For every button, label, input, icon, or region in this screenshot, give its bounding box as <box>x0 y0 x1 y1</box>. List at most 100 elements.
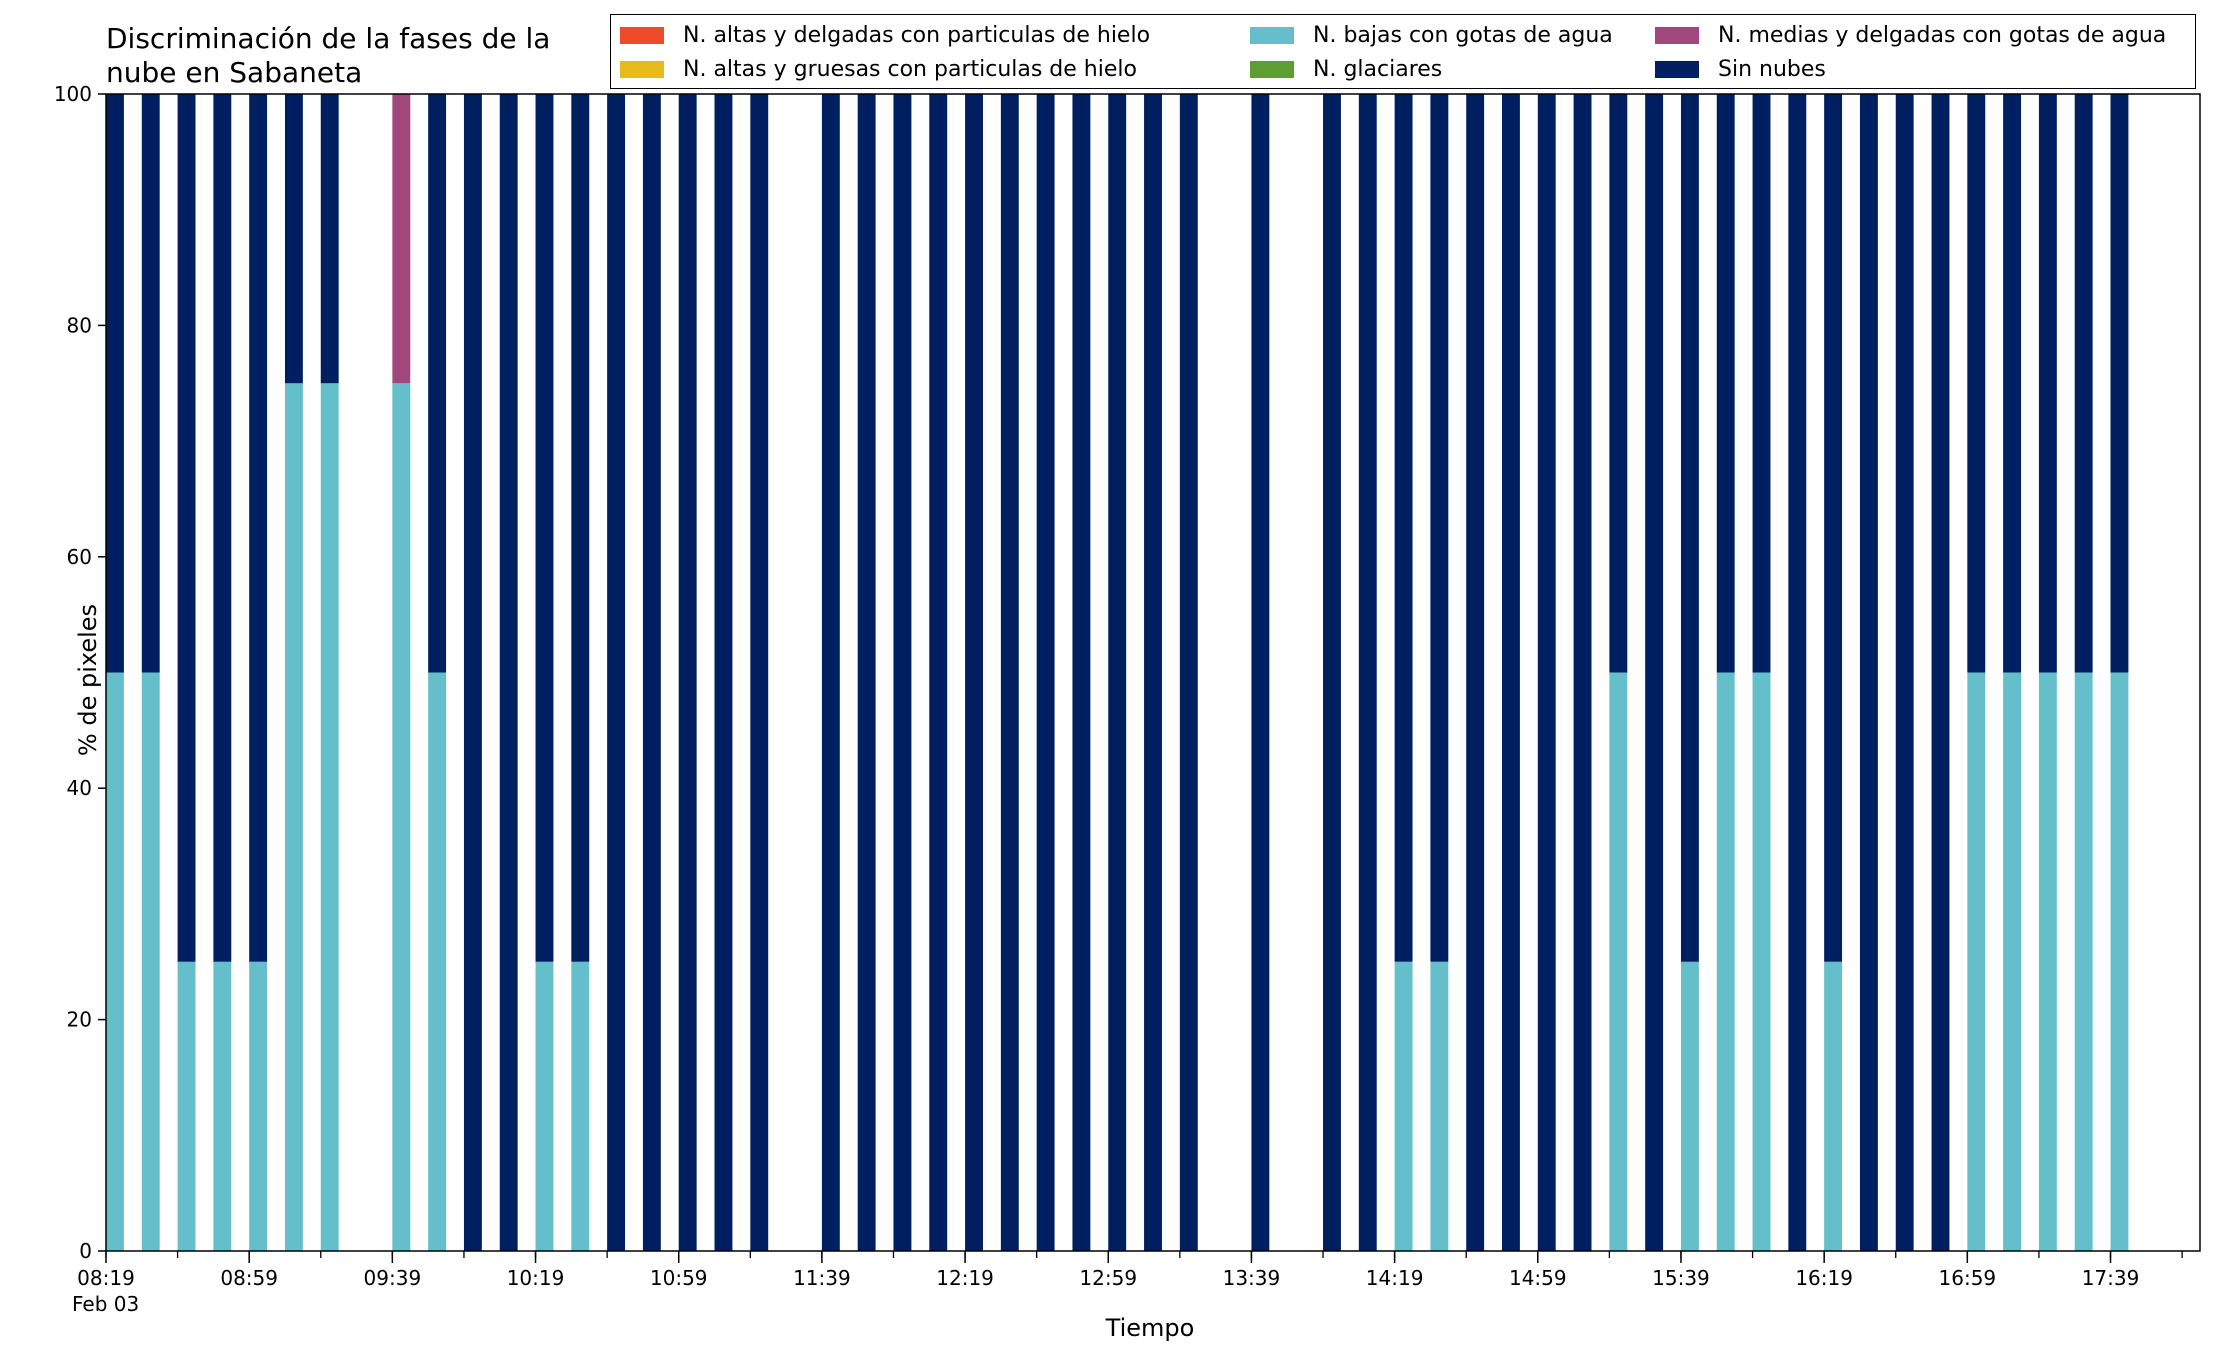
legend-item-altas-gruesas: N. altas y gruesas con particulas de hie… <box>620 55 1137 83</box>
y-tick-label-80: 80 <box>67 313 92 337</box>
bar-09:59-series-5 <box>463 94 482 1251</box>
bar-14:59-series-5 <box>1537 94 1556 1251</box>
bar-12:09-series-5 <box>929 94 948 1251</box>
bar-12:19-series-5 <box>965 94 983 1251</box>
x-tick-label-12:19: 12:19 <box>936 1266 994 1290</box>
x-tick-label-16:59: 16:59 <box>1939 1266 1997 1290</box>
bar-17:09-series-2 <box>2003 672 2022 1251</box>
bar-16:59-series-2 <box>1967 672 1986 1251</box>
bar-13:59-series-5 <box>1323 94 1341 1251</box>
bar-08:19-series-5 <box>106 94 124 673</box>
bar-09:39-series-4 <box>392 94 411 384</box>
x-tick-label-09:39: 09:39 <box>364 1266 422 1290</box>
bar-14:29-series-2 <box>1430 961 1449 1251</box>
bar-10:49-series-5 <box>642 94 661 1251</box>
bar-10:19-series-2 <box>535 961 554 1251</box>
x-tick-label-08:19: 08:19 <box>77 1266 135 1290</box>
plot-frame <box>105 93 2201 1252</box>
bar-14:19-series-2 <box>1394 961 1413 1251</box>
x-tick-label-10:59: 10:59 <box>650 1266 708 1290</box>
bar-11:19-series-5 <box>750 94 769 1251</box>
bar-16:59-series-5 <box>1967 94 1986 673</box>
legend-item-sin-nubes: Sin nubes <box>1655 55 1826 83</box>
bar-12:59-series-5 <box>1108 94 1127 1251</box>
legend-swatch-glaciares <box>1250 60 1294 78</box>
legend-swatch-altas-gruesas <box>620 60 664 78</box>
bar-15:49-series-5 <box>1716 94 1735 673</box>
x-tick-label-15:39: 15:39 <box>1652 1266 1710 1290</box>
bar-10:39-series-5 <box>607 94 626 1251</box>
bar-09:09-series-2 <box>284 383 303 1251</box>
bar-17:29-series-2 <box>2074 672 2093 1251</box>
bar-08:59-series-5 <box>249 94 268 962</box>
bar-16:19-series-5 <box>1824 94 1843 962</box>
bar-16:49-series-5 <box>1931 94 1950 1251</box>
bar-17:39-series-5 <box>2110 94 2129 673</box>
x-tick-label-14:19: 14:19 <box>1366 1266 1424 1290</box>
bar-08:39-series-5 <box>177 94 196 962</box>
bar-10:19-series-5 <box>535 94 554 962</box>
x-tick-label-12:59: 12:59 <box>1079 1266 1137 1290</box>
bar-11:39-series-5 <box>821 94 840 1251</box>
bar-08:49-series-2 <box>213 961 232 1251</box>
x-tick-label-11:39: 11:39 <box>793 1266 851 1290</box>
chart-title-line-2: nube en Sabaneta <box>106 56 363 89</box>
bar-16:19-series-2 <box>1824 961 1843 1251</box>
y-tick-label-0: 0 <box>79 1239 92 1263</box>
legend-label-altas-gruesas: N. altas y gruesas con particulas de hie… <box>683 56 1137 82</box>
bar-15:19-series-5 <box>1609 94 1628 673</box>
bar-15:49-series-2 <box>1716 672 1735 1251</box>
bar-10:29-series-2 <box>571 961 590 1251</box>
legend-item-glaciares: N. glaciares <box>1250 55 1442 83</box>
bar-17:19-series-2 <box>2038 672 2057 1251</box>
legend-label-altas-delgadas: N. altas y delgadas con particulas de hi… <box>683 22 1151 48</box>
bar-14:29-series-5 <box>1430 94 1449 962</box>
bar-13:39-series-5 <box>1251 94 1270 1251</box>
legend-swatch-altas-delgadas <box>620 26 664 44</box>
bar-15:39-series-2 <box>1680 961 1699 1251</box>
y-axis-label: % de pixeles <box>74 603 103 757</box>
x-tick-label-10:19: 10:19 <box>507 1266 565 1290</box>
bar-08:29-series-2 <box>141 672 160 1251</box>
bar-17:19-series-5 <box>2038 94 2057 673</box>
bar-11:49-series-5 <box>857 94 876 1251</box>
bar-10:59-series-5 <box>678 94 697 1251</box>
bar-12:49-series-5 <box>1072 94 1091 1251</box>
bar-09:19-series-5 <box>320 94 339 384</box>
bar-15:09-series-5 <box>1573 94 1592 1251</box>
y-tick-label-20: 20 <box>67 1008 92 1032</box>
legend-label-bajas-gotas: N. bajas con gotas de agua <box>1313 22 1613 48</box>
y-tick-label-40: 40 <box>67 776 92 800</box>
bar-08:19-series-2 <box>106 672 124 1251</box>
bar-12:39-series-5 <box>1036 94 1055 1251</box>
bar-13:19-series-5 <box>1179 94 1198 1251</box>
bar-14:19-series-5 <box>1394 94 1413 962</box>
bar-10:29-series-5 <box>571 94 590 962</box>
y-tick-label-60: 60 <box>67 545 92 569</box>
bar-14:49-series-5 <box>1502 94 1520 1251</box>
bar-15:29-series-5 <box>1645 94 1664 1251</box>
bar-11:09-series-5 <box>714 94 733 1251</box>
bar-11:59-series-5 <box>893 94 912 1251</box>
bar-15:59-series-2 <box>1752 672 1771 1251</box>
bar-15:39-series-5 <box>1680 94 1699 962</box>
bar-14:39-series-5 <box>1466 94 1485 1251</box>
legend-item-bajas-gotas: N. bajas con gotas de agua <box>1250 21 1613 49</box>
legend: N. altas y delgadas con particulas de hi… <box>610 14 2196 89</box>
bar-08:39-series-2 <box>177 961 196 1251</box>
legend-item-altas-delgadas: N. altas y delgadas con particulas de hi… <box>620 21 1150 49</box>
legend-swatch-medias-delgadas <box>1655 26 1699 44</box>
bar-08:49-series-5 <box>213 94 232 962</box>
bar-09:09-series-5 <box>284 94 303 384</box>
y-tick-label-100: 100 <box>54 82 92 106</box>
bar-15:19-series-2 <box>1609 672 1628 1251</box>
bar-13:09-series-5 <box>1144 94 1162 1251</box>
bar-16:09-series-5 <box>1788 94 1807 1251</box>
bar-14:09-series-5 <box>1358 94 1377 1251</box>
x-tick-label-13:39: 13:39 <box>1223 1266 1281 1290</box>
legend-label-medias-delgadas: N. medias y delgadas con gotas de agua <box>1718 22 2167 48</box>
x-date-label: Feb 03 <box>72 1292 139 1316</box>
x-tick-label-17:39: 17:39 <box>2082 1266 2140 1290</box>
x-tick-label-14:59: 14:59 <box>1509 1266 1567 1290</box>
